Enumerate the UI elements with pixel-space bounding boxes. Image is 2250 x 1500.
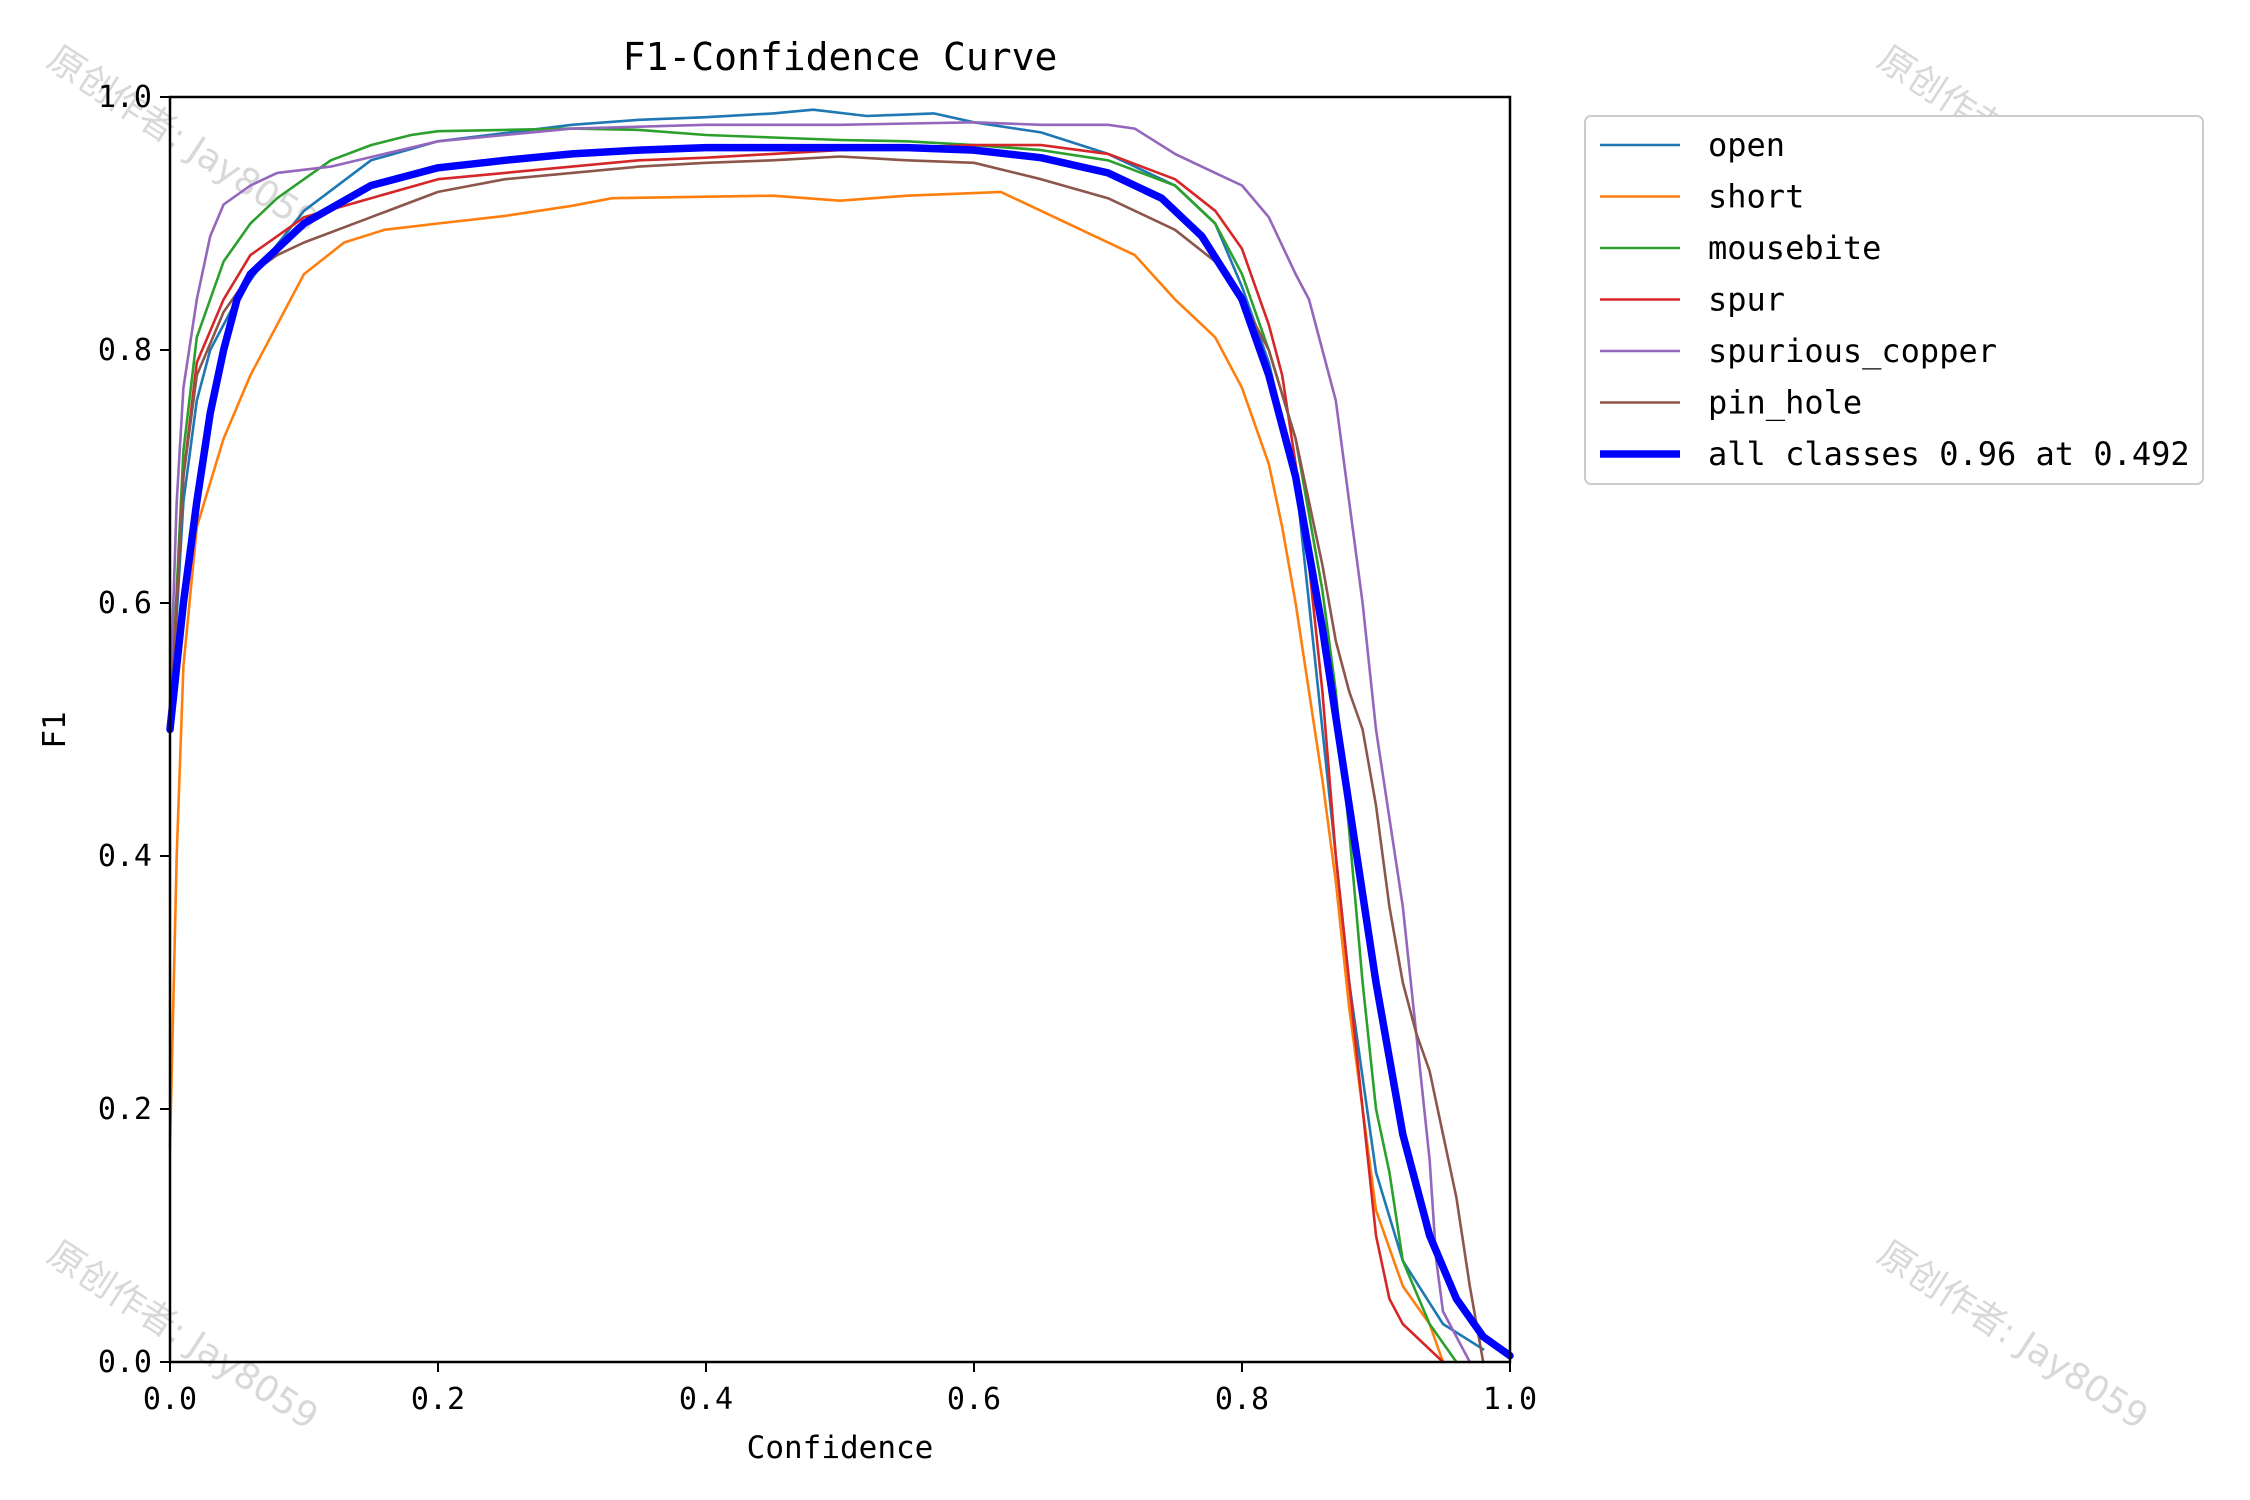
series-line-pin-hole <box>168 155 1485 1364</box>
series-line-spur <box>168 143 1445 1364</box>
legend: open short mousebite spur spurious_copperpin… <box>1584 115 2204 485</box>
y-tick-label: 0.2 <box>98 1092 152 1127</box>
y-tick-label: 0.4 <box>98 839 152 874</box>
x-tick-label: 0.2 <box>411 1382 465 1417</box>
legend-label: mousebite <box>1708 229 1881 267</box>
x-tick-label: 0.0 <box>143 1382 197 1417</box>
x-tick-label: 0.6 <box>947 1382 1001 1417</box>
y-tick-label: 0.8 <box>98 333 152 368</box>
x-axis-label: Confidence <box>747 1430 934 1466</box>
y-tick-label: 0.6 <box>98 586 152 621</box>
legend-frame <box>1584 115 2204 485</box>
x-tick-label: 0.4 <box>679 1382 733 1417</box>
legend-label: all classes 0.96 at 0.492 <box>1708 435 2190 473</box>
y-tick-label: 1.0 <box>98 80 152 115</box>
x-axis: 0.0 0.2 0.4 0.6 0.8 1.0 <box>143 1362 1537 1417</box>
series-line-open <box>168 108 1485 1351</box>
watermark-top-left: 原创作者: Jay8059 <box>40 38 325 243</box>
watermark-bottom-right: 原创作者: Jay8059 <box>1870 1233 2155 1438</box>
plot-area <box>166 108 1514 1364</box>
legend-label: spurious_copper <box>1708 332 1997 370</box>
legend-label: open <box>1708 126 1785 164</box>
series-line-spurious-copper <box>168 121 1472 1364</box>
series-line-short <box>168 190 1445 1364</box>
series-line-mousebite <box>168 127 1458 1364</box>
series-line-all-classes <box>166 143 1514 1360</box>
legend-label: short <box>1708 178 1804 216</box>
legend-label: spur <box>1708 281 1785 319</box>
y-axis: 0.0 0.2 0.4 0.6 0.8 1.0 <box>98 80 170 1380</box>
legend-label: pin_hole <box>1708 384 1862 422</box>
chart-title: F1-Confidence Curve <box>623 35 1058 79</box>
y-axis-label: F1 <box>37 711 73 748</box>
y-tick-label: 0.0 <box>98 1345 152 1380</box>
x-tick-label: 0.8 <box>1215 1382 1269 1417</box>
plot-frame <box>168 95 1512 1364</box>
x-tick-label: 1.0 <box>1483 1382 1537 1417</box>
